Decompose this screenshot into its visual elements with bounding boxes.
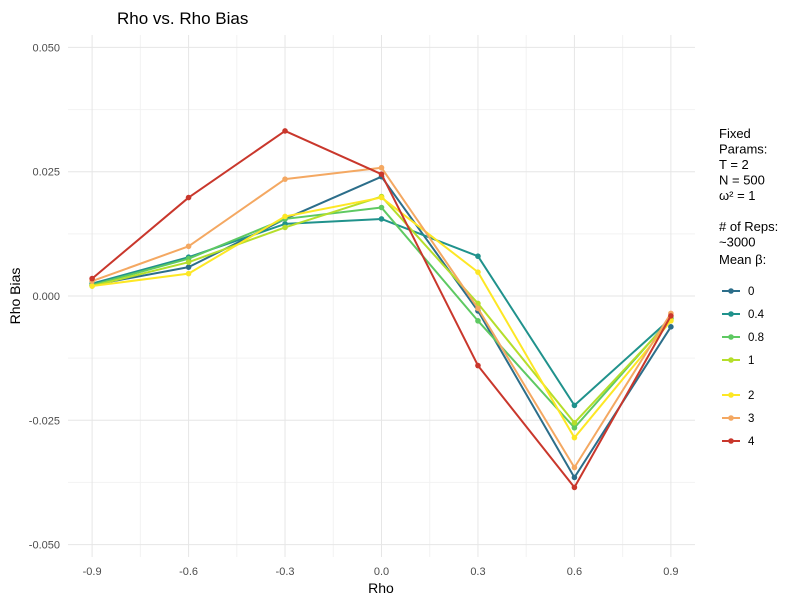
legend-label: 0.4 — [748, 309, 765, 321]
x-tick-label: 0.3 — [470, 566, 485, 578]
data-point — [185, 264, 192, 270]
data-point — [475, 318, 481, 324]
x-tick-label: 0.0 — [374, 566, 389, 578]
legend-key-point — [728, 415, 734, 421]
series-layer — [89, 128, 674, 491]
y-tick-label: 0.000 — [32, 291, 60, 303]
legend-item: 0 — [722, 286, 754, 298]
data-point — [571, 434, 578, 441]
data-point — [571, 474, 578, 481]
legend-note: N = 500 — [719, 173, 765, 188]
legend-key-point — [728, 357, 734, 363]
data-point — [282, 213, 288, 220]
x-axis-ticks: -0.9 -0.6 -0.3 0.0 0.3 0.6 0.9 — [83, 566, 679, 578]
x-tick-label: -0.9 — [83, 566, 102, 578]
data-point — [378, 164, 385, 171]
legend-label: 2 — [748, 390, 754, 402]
legend-note: ~3000 — [719, 235, 756, 250]
data-point — [475, 362, 481, 369]
legend-note: Params: — [719, 142, 767, 157]
legend-title: Mean β: — [719, 252, 766, 267]
legend-key-point — [728, 288, 734, 294]
data-point — [475, 305, 481, 312]
data-point — [378, 204, 385, 211]
legend-note: ω² = 1 — [719, 188, 756, 203]
grid — [68, 35, 695, 557]
y-axis-label: Rho Bias — [7, 268, 23, 325]
series-3 — [89, 164, 674, 471]
data-point — [185, 243, 192, 250]
legend-label: 3 — [748, 413, 754, 425]
legend-item: 3 — [722, 413, 754, 425]
x-axis-label: Rho — [368, 580, 394, 596]
legend-key-point — [728, 438, 734, 444]
y-axis-ticks: -0.050 -0.025 0.000 0.025 0.050 — [29, 42, 60, 551]
data-point — [378, 216, 385, 222]
data-point — [282, 176, 288, 182]
data-point — [185, 270, 192, 277]
x-tick-label: -0.6 — [179, 566, 198, 578]
data-point — [282, 224, 288, 231]
y-tick-label: -0.050 — [29, 540, 60, 552]
legend-item: 1 — [722, 355, 754, 367]
legend-item: 0.8 — [722, 332, 764, 344]
legend-label: 0 — [748, 286, 754, 298]
legend-key-point — [728, 334, 734, 340]
legend-key-point — [728, 392, 734, 398]
data-point — [668, 324, 674, 330]
legend-label: 1 — [748, 355, 754, 367]
y-tick-label: 0.050 — [32, 42, 60, 54]
legend-note: T = 2 — [719, 157, 749, 172]
data-point — [378, 194, 385, 201]
data-point — [378, 171, 385, 177]
legend-item: 0.4 — [722, 309, 765, 321]
data-point — [475, 253, 481, 260]
chart-title: Rho vs. Rho Bias — [117, 9, 248, 28]
data-point — [571, 424, 578, 431]
data-point — [475, 269, 481, 275]
data-point — [668, 313, 674, 319]
legend-item: 2 — [722, 390, 754, 402]
y-tick-label: -0.025 — [29, 415, 60, 427]
data-point — [185, 194, 192, 201]
data-point — [571, 484, 578, 491]
data-point — [185, 259, 192, 265]
legend-note: Fixed — [719, 126, 751, 141]
y-tick-label: 0.025 — [32, 167, 60, 179]
legend-label: 4 — [748, 436, 755, 448]
data-point — [89, 283, 95, 289]
legend-note: # of Reps: — [719, 219, 778, 234]
legend-key-point — [728, 311, 734, 317]
legend-label: 0.8 — [748, 332, 764, 344]
data-point — [571, 419, 578, 426]
x-tick-label: 0.9 — [663, 566, 678, 578]
legend-item: 4 — [722, 436, 755, 448]
data-point — [89, 275, 95, 282]
data-point — [282, 128, 288, 134]
series-4 — [89, 128, 674, 491]
x-tick-label: 0.6 — [567, 566, 582, 578]
data-point — [571, 464, 578, 471]
data-point — [571, 402, 578, 409]
x-tick-label: -0.3 — [276, 566, 295, 578]
